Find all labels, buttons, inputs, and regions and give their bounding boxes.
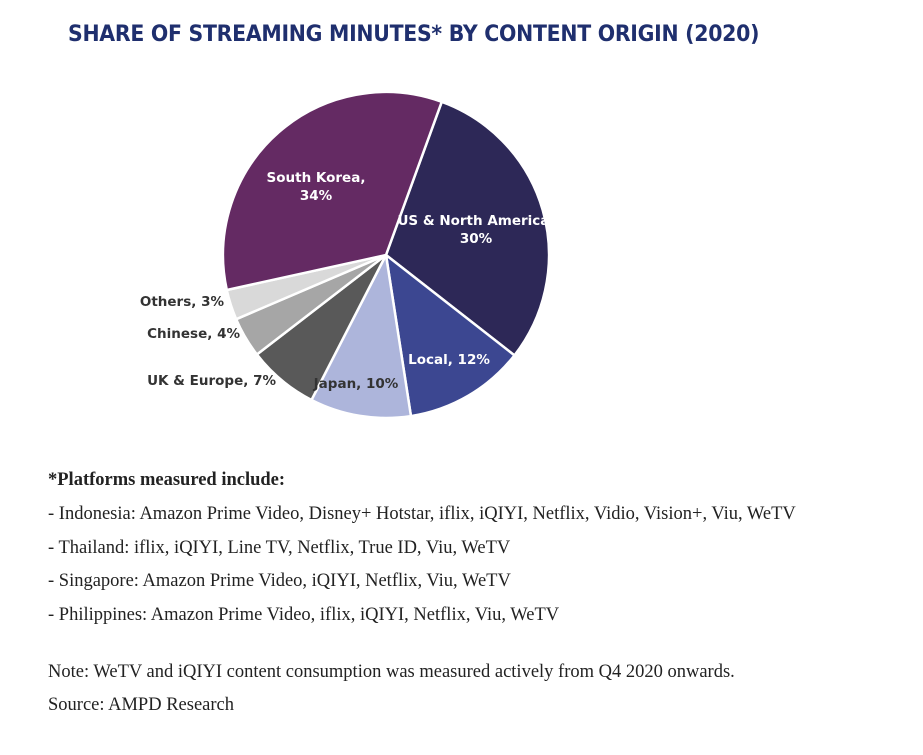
source-note: Source: AMPD Research <box>48 695 234 715</box>
slice-label-others: Others, 3% <box>140 294 225 310</box>
platform-item-singapore: - Singapore: Amazon Prime Video, iQIYI, … <box>48 571 511 591</box>
slice-label-japan: Japan, 10% <box>313 376 399 392</box>
slice-label-us-and-north-america: US & North America, 30% <box>397 213 554 247</box>
measurement-note: Note: WeTV and iQIYI content consumption… <box>48 662 735 682</box>
platform-notes: *Platforms measured include: - Indonesia… <box>48 468 918 726</box>
platform-item-philippines: - Philippines: Amazon Prime Video, iflix… <box>48 604 560 625</box>
pie-slice-us-and-north-america <box>384 100 551 357</box>
pie-slice-local <box>384 253 516 418</box>
pie-chart: US & North America, 30% Local, 12% Japan, 1… <box>139 90 555 420</box>
slice-label-south-korea: South Korea, 34% <box>267 170 366 204</box>
slice-label-uk-and-europe: UK & Europe, 7% <box>147 373 276 389</box>
slice-label-chinese: Chinese, 4% <box>147 326 240 342</box>
pie-slices <box>221 90 551 420</box>
platform-item-indonesia: - Indonesia: Amazon Prime Video, Disney+… <box>48 504 796 524</box>
chart-title: SHARE OF STREAMING MINUTES* BY CONTENT O… <box>68 22 760 47</box>
pie-slice-south-korea <box>221 90 443 292</box>
platforms-heading: *Platforms measured include: <box>48 470 286 490</box>
pie-slice-japan <box>310 253 413 420</box>
platform-item-thailand: - Thailand: iflix, iQIYI, Line TV, Netfl… <box>48 537 511 558</box>
pie-labels: US & North America, 30% Local, 12% Japan, 1… <box>140 170 555 392</box>
slice-label-local: Local, 12% <box>408 352 490 368</box>
